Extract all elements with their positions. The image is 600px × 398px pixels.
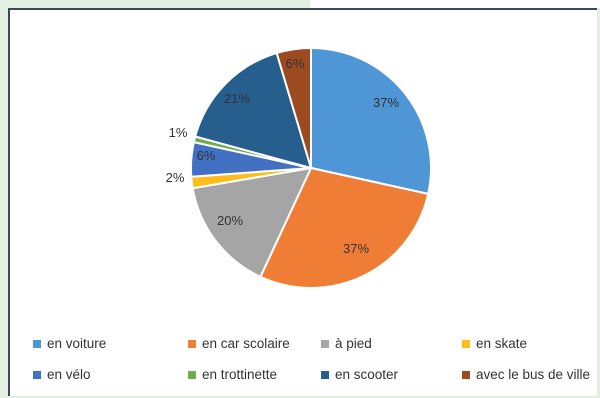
legend-swatch-1 xyxy=(188,339,196,348)
legend-item-6: en scooter xyxy=(321,367,398,382)
legend-swatch-2 xyxy=(321,339,329,348)
legend-item-5: en trottinette xyxy=(188,367,277,382)
data-label-0: 37% xyxy=(373,95,399,110)
data-label-5: 1% xyxy=(169,125,188,140)
pie-slice-7 xyxy=(275,46,312,169)
legend-label-6: en scooter xyxy=(335,367,399,382)
data-label-7: 6% xyxy=(286,56,305,71)
legend-label-0: en voiture xyxy=(47,336,107,351)
legend-label-1: en car scolaire xyxy=(202,336,290,351)
legend-label-5: en trottinette xyxy=(202,367,278,382)
data-label-6: 21% xyxy=(224,91,250,106)
legend-swatch-0 xyxy=(33,339,41,348)
data-label-1: 37% xyxy=(343,241,369,256)
legend-label-3: en skate xyxy=(476,336,528,351)
data-label-4: 6% xyxy=(197,148,216,163)
data-label-3: 2% xyxy=(166,170,185,185)
pie-slice-1 xyxy=(259,166,430,289)
pie-slice-0 xyxy=(310,46,432,196)
legend-item-1: en car scolaire xyxy=(188,336,290,351)
pie-slice-2 xyxy=(191,166,313,279)
legend-swatch-3 xyxy=(462,339,470,348)
legend-label-7: avec le bus de ville xyxy=(476,367,591,382)
legend-swatch-5 xyxy=(188,370,196,379)
legend-swatch-7 xyxy=(462,370,470,379)
legend-swatch-4 xyxy=(33,370,41,379)
legend-item-7: avec le bus de ville xyxy=(462,367,590,382)
legend-item-3: en skate xyxy=(462,336,527,351)
data-label-2: 20% xyxy=(217,213,243,228)
top-strip xyxy=(310,0,600,8)
legend-item-2: à pied xyxy=(321,336,372,351)
legend-item-4: en vélo xyxy=(33,367,91,382)
legend-label-2: à pied xyxy=(335,336,372,351)
legend-item-0: en voiture xyxy=(33,336,106,351)
pie-slice-6 xyxy=(193,51,313,170)
legend-label-4: en vélo xyxy=(47,367,91,382)
legend-swatch-6 xyxy=(321,370,329,379)
